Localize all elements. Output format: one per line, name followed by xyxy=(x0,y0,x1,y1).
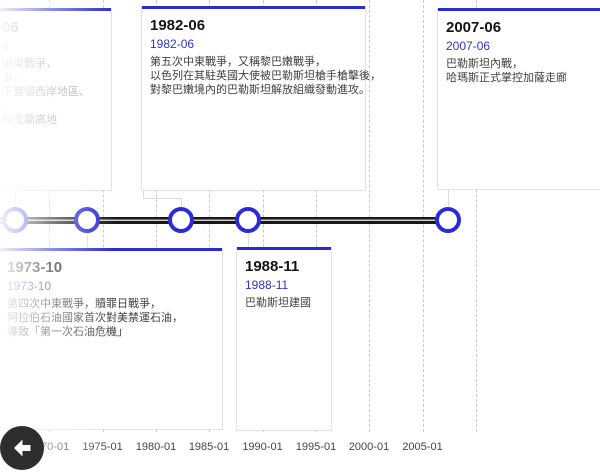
card-text-line: 中東戰爭， xyxy=(2,58,57,70)
card-date-link[interactable]: 1988-11 xyxy=(245,278,289,292)
back-button[interactable] xyxy=(0,426,44,470)
axis-label-1990: 1990-01 xyxy=(242,441,283,453)
axis-label-2005: 2005-01 xyxy=(402,441,443,453)
axis-label-1975: 1975-01 xyxy=(82,441,123,453)
gridline-1985 xyxy=(209,0,210,432)
card-date-link[interactable]: 6 xyxy=(2,39,9,53)
card-text-line: 哈瑪斯正式掌控加薩走廊 xyxy=(446,72,567,84)
card-accent-bar xyxy=(0,248,222,251)
timeline-dot-1967[interactable] xyxy=(2,207,28,233)
gridline-2010 xyxy=(476,0,477,432)
timeline-dot-1973[interactable] xyxy=(74,207,100,233)
event-card-1988[interactable]: 1988-11 1988-11 巴勒斯坦建國 xyxy=(236,247,332,431)
event-card-1973[interactable]: 1973-10 1973-10 第四次中東戰爭，贖罪日戰爭， 阿拉伯石油國家首次… xyxy=(0,248,223,430)
timeline-dot-1982[interactable] xyxy=(168,207,194,233)
axis-label-1985: 1985-01 xyxy=(188,441,230,453)
timeline-dot-1988[interactable] xyxy=(235,207,261,233)
event-card-1967[interactable]: 06 6 中東戰爭， 爭， 下整個西岸地區、 、 和戈蘭高地 xyxy=(0,8,112,191)
card-text-line: 巴勒斯坦內戰， xyxy=(446,58,523,70)
card-date-link[interactable]: 1982-06 xyxy=(150,37,195,51)
card-title: 1973-10 xyxy=(7,259,63,276)
connector-1973 xyxy=(87,233,88,248)
connector-2007 xyxy=(448,190,449,207)
gridline-2005 xyxy=(422,0,424,432)
card-accent-bar xyxy=(237,247,331,250)
card-accent-bar xyxy=(438,8,600,11)
axis-label-1995: 1995-01 xyxy=(295,441,337,453)
connector-1982 xyxy=(181,198,182,207)
gridline-1995 xyxy=(316,0,317,432)
card-date-link[interactable]: 2007-06 xyxy=(446,39,491,53)
gridline-2000 xyxy=(369,0,370,432)
card-title: 1988-11 xyxy=(245,258,300,275)
card-text-line: 第五次中東戰爭，又稱黎巴嫩戰爭， xyxy=(150,56,326,68)
card-text-line: 下整個西岸地區、 xyxy=(2,86,90,98)
gridline-1990 xyxy=(262,0,264,432)
card-text-line: 巴勒斯坦建國 xyxy=(245,297,311,309)
timeline-dot-2007[interactable] xyxy=(435,207,461,233)
card-title: 1982-06 xyxy=(150,17,206,34)
card-text-line: 對黎巴嫩境內的巴勒斯坦解放組織發動進攻。 xyxy=(150,84,370,96)
timeline-bar xyxy=(0,217,448,224)
card-text-line: 導致「第一次石油危機」 xyxy=(7,326,128,338)
connector-1982-elbow xyxy=(143,191,182,199)
card-title: 06 xyxy=(2,19,19,36)
gridline-1980 xyxy=(156,0,157,432)
card-text-line: 第四次中東戰爭，贖罪日戰爭， xyxy=(7,298,161,310)
event-card-1982[interactable]: 1982-06 1982-06 第五次中東戰爭，又稱黎巴嫩戰爭， 以色列在其駐英… xyxy=(141,6,381,191)
arrow-left-icon xyxy=(10,436,34,460)
connector-1988 xyxy=(248,233,249,247)
axis-label-1980: 1980-01 xyxy=(135,441,177,453)
axis-label-2000: 2000-01 xyxy=(348,441,390,453)
card-text-line: 以色列在其駐英國大使被巴勒斯坦槍手槍擊後， xyxy=(150,70,381,82)
event-card-2007[interactable]: 2007-06 2007-06 巴勒斯坦內戰， 哈瑪斯正式掌控加薩走廊 xyxy=(437,8,600,190)
card-text-line: 爭， xyxy=(2,72,24,84)
card-title: 2007-06 xyxy=(446,19,502,36)
card-text-line: 、 xyxy=(2,100,13,112)
card-text-line: 阿拉伯石油國家首次對美禁運石油， xyxy=(7,312,183,324)
card-accent-bar xyxy=(142,6,365,9)
card-text-line: 和戈蘭高地 xyxy=(2,114,57,126)
card-date-link[interactable]: 1973-10 xyxy=(7,279,52,293)
connector-1967 xyxy=(15,192,16,207)
